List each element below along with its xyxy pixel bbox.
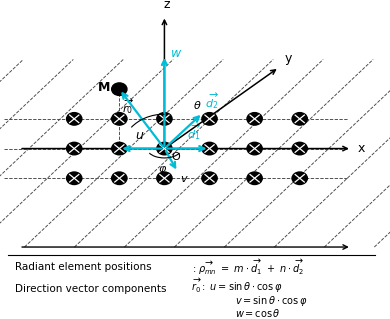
Circle shape — [157, 172, 172, 184]
Circle shape — [202, 172, 217, 184]
Circle shape — [292, 142, 307, 155]
Circle shape — [112, 142, 127, 155]
Circle shape — [157, 113, 172, 125]
Circle shape — [67, 172, 82, 184]
Circle shape — [67, 113, 82, 125]
Text: y: y — [285, 52, 292, 65]
Circle shape — [112, 172, 127, 184]
Circle shape — [247, 142, 262, 155]
Circle shape — [202, 142, 217, 155]
Text: Direction vector components: Direction vector components — [15, 284, 167, 294]
Circle shape — [292, 113, 307, 125]
Circle shape — [202, 113, 217, 125]
Circle shape — [247, 113, 262, 125]
Text: $\overrightarrow{d_1}$: $\overrightarrow{d_1}$ — [187, 122, 201, 142]
Circle shape — [112, 83, 127, 95]
Circle shape — [292, 172, 307, 184]
Text: u: u — [136, 129, 144, 142]
Text: v: v — [180, 174, 186, 183]
Text: z: z — [163, 0, 170, 11]
Text: O: O — [171, 152, 180, 162]
Text: $\theta$: $\theta$ — [193, 99, 202, 111]
Text: M: M — [98, 81, 110, 94]
Circle shape — [247, 172, 262, 184]
Circle shape — [67, 142, 82, 155]
Text: $w = \cos\theta$: $w = \cos\theta$ — [235, 307, 281, 319]
Text: $\overrightarrow{r_0}$$:\ u = \sin\theta\cdot\cos\varphi$: $\overrightarrow{r_0}$$:\ u = \sin\theta… — [191, 277, 283, 295]
Text: $:\overrightarrow{\rho_{mn}}\ =\ m\cdot\overrightarrow{d_1}\ +\ n\cdot\overright: $:\overrightarrow{\rho_{mn}}\ =\ m\cdot\… — [191, 258, 305, 277]
Circle shape — [112, 113, 127, 125]
Circle shape — [157, 142, 172, 155]
Text: $\overrightarrow{d_2}$: $\overrightarrow{d_2}$ — [205, 92, 219, 111]
Text: Radiant element positions: Radiant element positions — [15, 262, 152, 272]
Text: $v = \sin\theta\cdot\cos\varphi$: $v = \sin\theta\cdot\cos\varphi$ — [235, 294, 308, 308]
Text: $\varphi$: $\varphi$ — [158, 164, 167, 175]
Text: x: x — [358, 142, 365, 155]
Text: w: w — [171, 47, 182, 60]
Text: $\overrightarrow{r_0}$: $\overrightarrow{r_0}$ — [122, 97, 135, 116]
